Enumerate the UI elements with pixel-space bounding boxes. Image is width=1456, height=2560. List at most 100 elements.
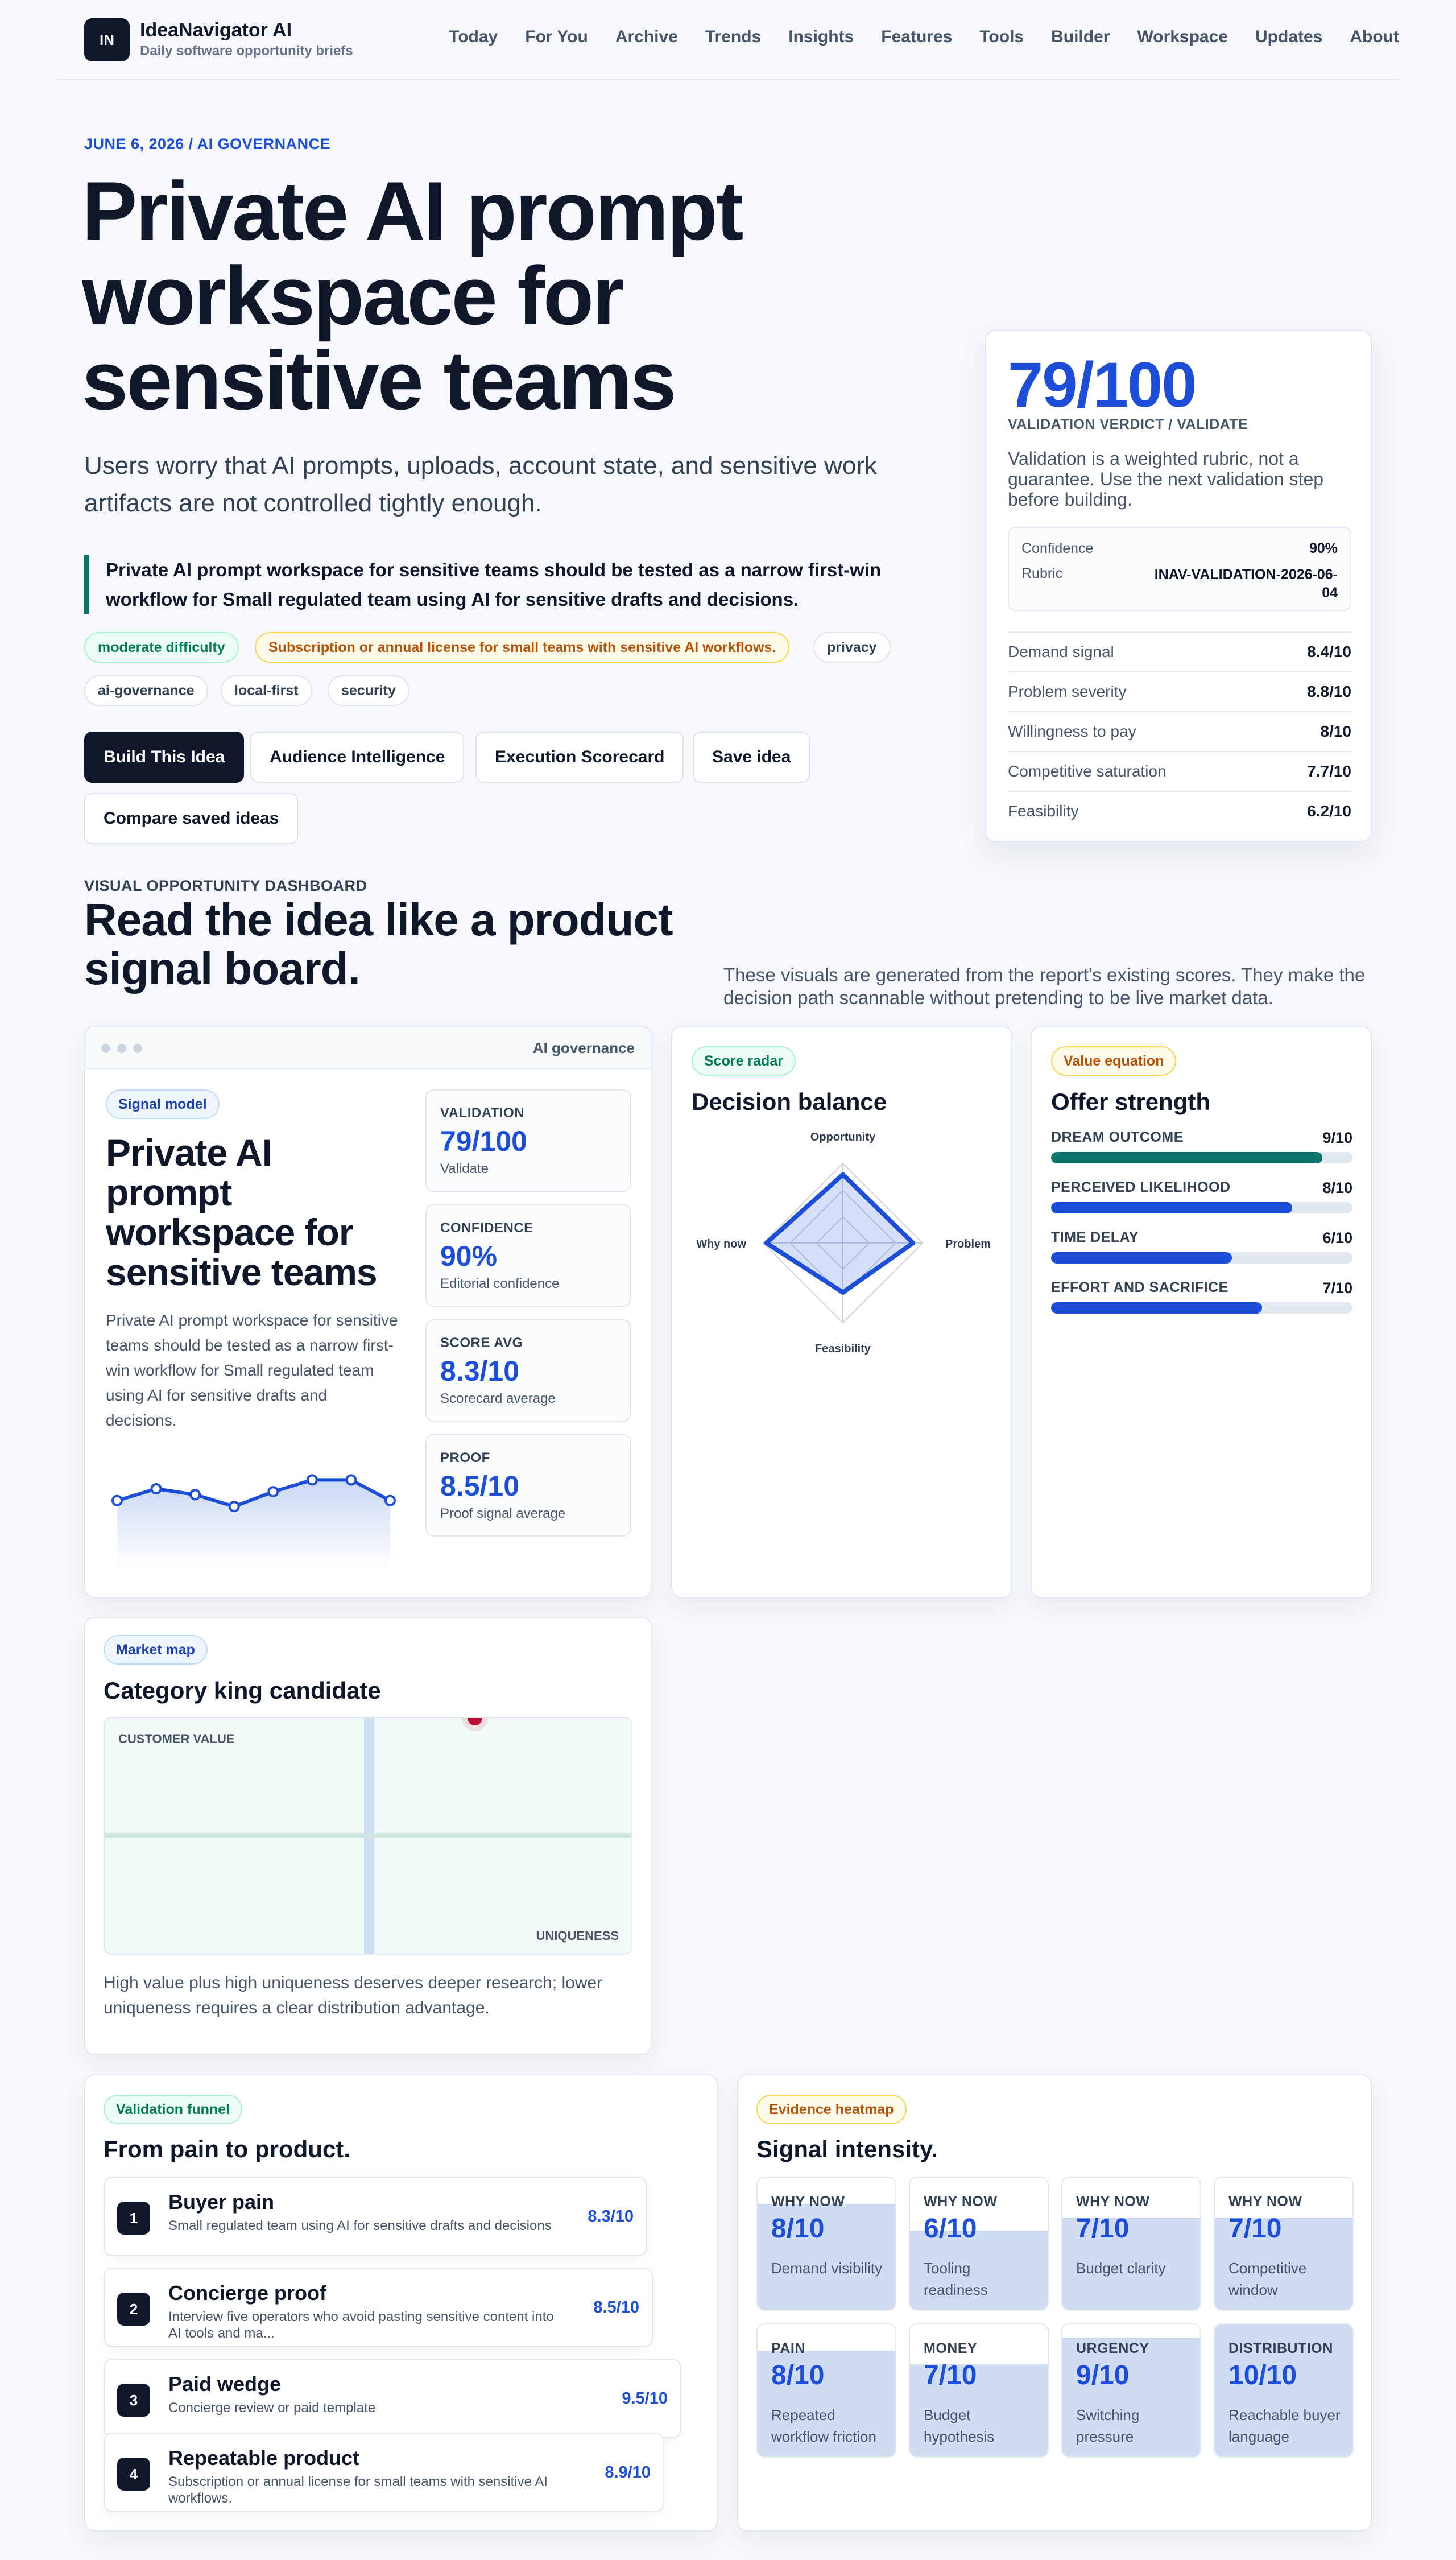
heatmap-value: 7/10 [1228, 2214, 1282, 2244]
tag-local-first[interactable]: local-first [221, 675, 312, 706]
heatmap-grid: WHY NOW 8/10 Demand visibility WHY NOW 6/10 T… [756, 2177, 1359, 2461]
nav-builder[interactable]: Builder [1051, 27, 1110, 46]
heatmap-desc: Repeated workflow friction [771, 2406, 876, 2445]
offer-fill [1051, 1202, 1292, 1213]
tag-pricing[interactable]: Subscription or annual license for small… [255, 632, 790, 663]
offer-track [1051, 1252, 1352, 1264]
window-dot-icon [101, 1044, 110, 1053]
nav-updates[interactable]: Updates [1255, 27, 1323, 46]
nav-features[interactable]: Features [881, 27, 953, 46]
tag-difficulty[interactable]: moderate difficulty [84, 632, 239, 663]
heatmap-intensity [910, 2230, 1048, 2310]
heatmap-desc: Reachable buyer language [1228, 2406, 1341, 2445]
step-desc: Concierge review or paid template [168, 2400, 376, 2416]
heatmap-label: URGENCY [1076, 2340, 1149, 2356]
sparkline-chart [111, 1474, 396, 1570]
step-number: 3 [117, 2384, 150, 2417]
heatmap-label: WHY NOW [1076, 2194, 1150, 2210]
nav-tools[interactable]: Tools [979, 27, 1024, 46]
row-label: Competitive saturation [1008, 762, 1167, 780]
brand-name[interactable]: IdeaNavigator AI [140, 19, 292, 41]
heatmap-cell: WHY NOW 6/10 Tooling readiness [909, 2177, 1049, 2311]
sparkline-point [345, 1474, 357, 1486]
funnel-step: 4 Repeatable product Subscription or annua… [104, 2433, 664, 2512]
step-desc: Small regulated team using AI for sensit… [168, 2218, 552, 2233]
score-radar-pill: Score radar [692, 1046, 796, 1076]
offer-track [1051, 1202, 1352, 1213]
hero-quote: Private AI prompt workspace for sensitiv… [84, 555, 903, 614]
confidence-label: Confidence [1021, 540, 1094, 556]
site-header: IN IdeaNavigator AI Daily software oppor… [57, 0, 1399, 80]
step-number: 1 [117, 2202, 150, 2235]
heatmap-cell: WHY NOW 8/10 Demand visibility [756, 2177, 896, 2311]
compare-ideas-button[interactable]: Compare saved ideas [84, 793, 299, 844]
step-title: Buyer pain [168, 2190, 275, 2214]
row-value: 8.4/10 [1307, 643, 1351, 660]
save-idea-button[interactable]: Save idea [693, 732, 810, 783]
execution-scorecard-button[interactable]: Execution Scorecard [475, 732, 684, 783]
step-score: 9.5/10 [622, 2389, 668, 2408]
tag-security[interactable]: security [328, 675, 410, 706]
step-number: 2 [117, 2293, 150, 2326]
offer-fill [1051, 1302, 1262, 1314]
market-title: Category king candidate [104, 1677, 381, 1704]
sparkline-point [267, 1486, 279, 1498]
window-bar: AI governance [85, 1027, 651, 1069]
row-value: 6.2/10 [1307, 802, 1351, 820]
radar-axis-label: Opportunity [810, 1131, 876, 1143]
signal-title: Private AI prompt workspace for sensitiv… [106, 1132, 378, 1293]
confidence-value: 90% [1309, 540, 1338, 556]
offer-fill [1051, 1252, 1232, 1264]
heatmap-label: PAIN [771, 2340, 805, 2356]
step-title: Repeatable product [168, 2446, 360, 2470]
offer-label: EFFORT AND SACRIFICE [1051, 1279, 1228, 1295]
build-idea-button[interactable]: Build This Idea [84, 732, 245, 783]
heatmap-intensity [758, 2351, 895, 2456]
nav-today[interactable]: Today [449, 27, 498, 46]
step-score: 8.9/10 [605, 2463, 651, 2481]
funnel-step: 2 Concierge proof Interview five operators… [104, 2268, 653, 2347]
page-title: Private AI prompt workspace for sensitiv… [82, 164, 744, 427]
heatmap-value: 9/10 [1076, 2360, 1130, 2390]
heatmap-cell: MONEY 7/10 Budget hypothesis [909, 2323, 1049, 2458]
row-label: Problem severity [1008, 683, 1127, 700]
row-value: 7.7/10 [1307, 762, 1351, 780]
step-desc: Interview five operators who avoid pasti… [168, 2309, 554, 2341]
validation-verdict-card: 79/100 VALIDATION VERDICT / VALIDATE Val… [985, 330, 1372, 842]
tag-ai-governance[interactable]: ai-governance [84, 675, 208, 706]
audience-intelligence-button[interactable]: Audience Intelligence [250, 732, 465, 783]
evidence-heatmap-pill: Evidence heatmap [756, 2095, 907, 2124]
verdict-row: Willingness to pay 8/10 [1008, 711, 1351, 751]
heatmap-intensity [1215, 2324, 1352, 2456]
sparkline-line [117, 1478, 391, 1509]
evidence-heatmap-card: Evidence heatmap Signal intensity. WHY N… [737, 2074, 1372, 2532]
heatmap-intensity [1215, 2217, 1352, 2310]
radar-axis-label: Feasibility [815, 1343, 871, 1355]
signal-model-pill: Signal model [106, 1089, 220, 1119]
nav-archive[interactable]: Archive [615, 27, 678, 46]
heatmap-desc: Tooling readiness [924, 2260, 988, 2298]
verdict-row: Problem severity 8.8/10 [1008, 671, 1351, 711]
nav-for-you[interactable]: For You [525, 27, 588, 46]
offer-value: 6/10 [1322, 1229, 1352, 1246]
offer-label: DREAM OUTCOME [1051, 1129, 1184, 1145]
offer-strength-card: Value equation Offer strength DREAM OUTC… [1031, 1026, 1372, 1598]
dashboard-kicker: VISUAL OPPORTUNITY DASHBOARD [84, 877, 367, 894]
nav-about[interactable]: About [1350, 27, 1399, 46]
heatmap-cell: PAIN 8/10 Repeated workflow friction [756, 2323, 896, 2458]
nav-workspace[interactable]: Workspace [1137, 27, 1228, 46]
nav-insights[interactable]: Insights [788, 27, 854, 46]
rubric-value: INAV-VALIDATION-2026-06-04 [1154, 567, 1338, 601]
heatmap-label: WHY NOW [924, 2194, 998, 2210]
heatmap-cell: WHY NOW 7/10 Budget clarity [1061, 2177, 1201, 2311]
step-number: 4 [117, 2458, 150, 2491]
sparkline-point [150, 1483, 162, 1494]
dashboard-note: These visuals are generated from the rep… [723, 964, 1366, 1008]
verdict-meta-box: Confidence 90% Rubric INAV-VALIDATION-20… [1008, 527, 1351, 611]
heatmap-intensity [1062, 2217, 1200, 2310]
metric-sub: Proof signal average [440, 1506, 566, 1521]
logo[interactable]: IN [84, 18, 130, 61]
nav-trends[interactable]: Trends [705, 27, 762, 46]
window-label: AI governance [532, 1039, 635, 1056]
tag-privacy[interactable]: privacy [813, 632, 891, 663]
